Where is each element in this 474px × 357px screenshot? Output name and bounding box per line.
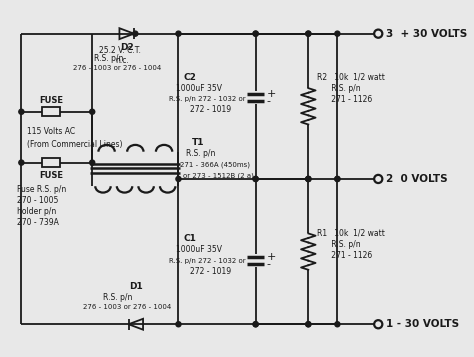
Circle shape <box>133 31 138 36</box>
Text: R.S. p/n: R.S. p/n <box>94 54 123 63</box>
Text: 276 - 1003 or 276 - 1004: 276 - 1003 or 276 - 1004 <box>82 304 171 310</box>
Text: 271 - 1126: 271 - 1126 <box>318 251 373 260</box>
Text: Fuse R.S. p/n: Fuse R.S. p/n <box>17 185 66 194</box>
Text: +: + <box>266 89 276 99</box>
Circle shape <box>306 176 311 181</box>
Circle shape <box>19 109 24 114</box>
Text: FUSE: FUSE <box>39 171 64 180</box>
Text: 1000uF 35V: 1000uF 35V <box>176 84 222 93</box>
Circle shape <box>306 31 311 36</box>
Circle shape <box>90 160 95 165</box>
Circle shape <box>176 176 181 181</box>
Text: D1: D1 <box>129 282 143 291</box>
Circle shape <box>176 31 181 36</box>
Circle shape <box>306 322 311 327</box>
Text: 115 Volts AC: 115 Volts AC <box>27 127 75 136</box>
Text: C2: C2 <box>183 73 196 82</box>
Circle shape <box>306 322 311 327</box>
Text: R2   10k  1/2 watt: R2 10k 1/2 watt <box>318 73 385 82</box>
Text: R.S. p/n: R.S. p/n <box>186 149 215 158</box>
Circle shape <box>335 322 340 327</box>
Circle shape <box>253 31 258 36</box>
Circle shape <box>335 176 340 181</box>
Circle shape <box>253 322 258 327</box>
Circle shape <box>253 322 258 327</box>
Text: R.S. p/n 272 - 1032 or: R.S. p/n 272 - 1032 or <box>169 96 246 102</box>
Circle shape <box>306 176 311 181</box>
Text: 270 - 1005: 270 - 1005 <box>17 196 58 205</box>
Text: +: + <box>266 252 276 262</box>
Bar <box>42 107 60 116</box>
Text: -: - <box>266 259 271 269</box>
Circle shape <box>253 176 258 181</box>
Text: or 273 - 1512B (2 a): or 273 - 1512B (2 a) <box>183 172 254 178</box>
Circle shape <box>253 176 258 181</box>
Text: (From Commercial Lines): (From Commercial Lines) <box>27 140 122 149</box>
Bar <box>42 158 60 167</box>
Text: n.c.: n.c. <box>115 56 129 65</box>
Circle shape <box>90 109 95 114</box>
Text: 272 - 1019: 272 - 1019 <box>190 267 231 276</box>
Text: R.S. p/n: R.S. p/n <box>103 292 132 302</box>
Text: 271 - 1126: 271 - 1126 <box>318 95 373 104</box>
Circle shape <box>335 31 340 36</box>
Text: 271 - 366A (450ms): 271 - 366A (450ms) <box>180 161 250 168</box>
Text: 1 - 30 VOLTS: 1 - 30 VOLTS <box>385 319 459 329</box>
Circle shape <box>176 322 181 327</box>
Text: holder p/n: holder p/n <box>17 207 56 216</box>
Text: C1: C1 <box>183 235 196 243</box>
Text: R.S. p/n 272 - 1032 or: R.S. p/n 272 - 1032 or <box>169 258 246 264</box>
Circle shape <box>19 160 24 165</box>
Circle shape <box>335 176 340 181</box>
Circle shape <box>253 31 258 36</box>
Text: T1: T1 <box>192 138 205 147</box>
Text: R.S. p/n: R.S. p/n <box>318 240 361 249</box>
Text: -: - <box>266 96 271 106</box>
Text: 1000uF 35V: 1000uF 35V <box>176 245 222 254</box>
Text: 3  + 30 VOLTS: 3 + 30 VOLTS <box>385 29 467 39</box>
Circle shape <box>306 176 311 181</box>
Circle shape <box>306 31 311 36</box>
Text: 270 - 739A: 270 - 739A <box>17 218 59 227</box>
Text: D2: D2 <box>120 43 134 52</box>
Text: 272 - 1019: 272 - 1019 <box>190 105 231 115</box>
Text: 25.2 V. C.T.: 25.2 V. C.T. <box>99 45 141 55</box>
Text: R.S. p/n: R.S. p/n <box>318 84 361 93</box>
Text: R1   10k  1/2 watt: R1 10k 1/2 watt <box>318 229 385 238</box>
Text: 276 - 1003 or 276 - 1004: 276 - 1003 or 276 - 1004 <box>73 65 162 71</box>
Text: 2  0 VOLTS: 2 0 VOLTS <box>385 174 447 184</box>
Text: FUSE: FUSE <box>39 96 64 105</box>
